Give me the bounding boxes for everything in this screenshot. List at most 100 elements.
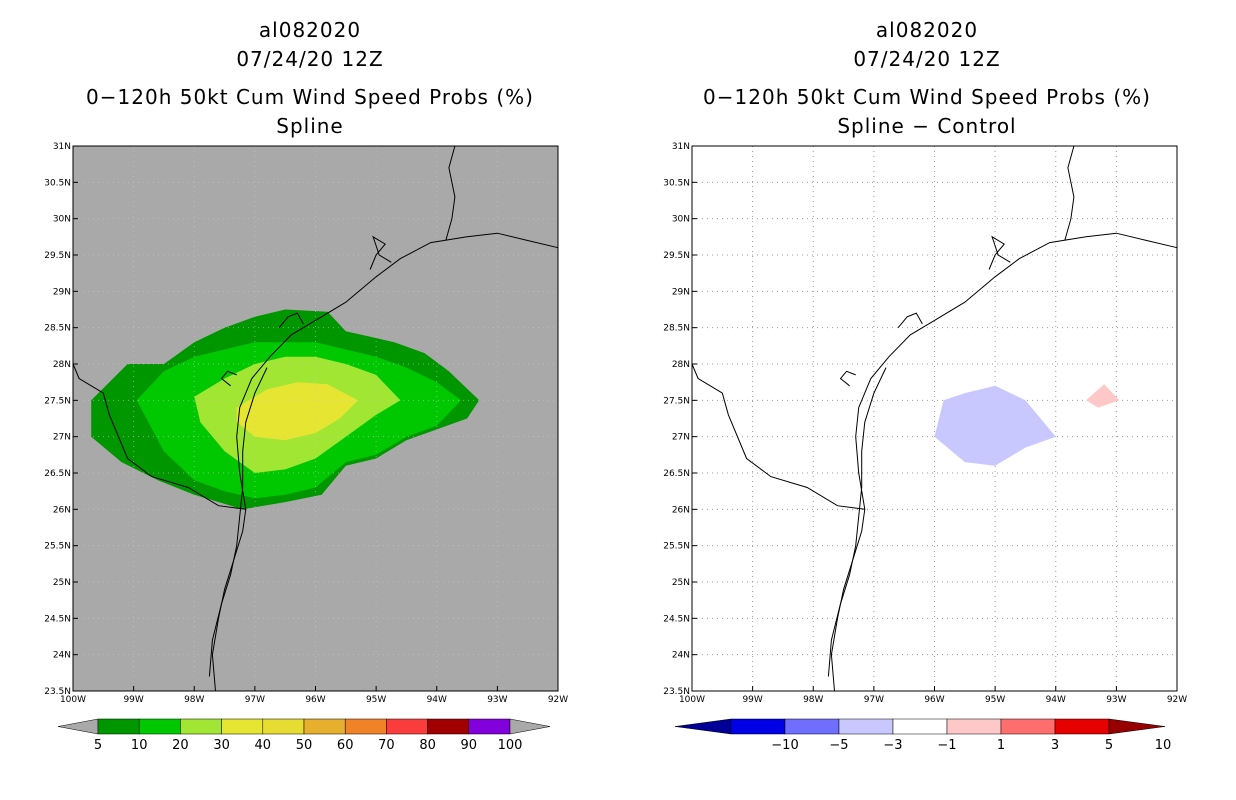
y-tick-label: 26.5N xyxy=(663,469,690,479)
x-tick-label: 100W xyxy=(679,695,705,705)
y-tick-label: 28N xyxy=(672,360,690,370)
colorbar-label: 1 xyxy=(997,738,1005,753)
x-tick-label: 100W xyxy=(60,695,86,705)
colorbar-cell xyxy=(427,718,470,735)
contour-neg3 xyxy=(934,385,1056,466)
y-tick-label: 27.5N xyxy=(44,396,71,406)
y-tick-label: 23.5N xyxy=(663,687,690,697)
right-map-chart: 100W 99W 98W 97W 96W 95W 94W 93W 92W 23.5N 24N 24.5… xyxy=(663,142,1187,753)
left-chart-title-block: al082020 07/24/20 12Z 0−120h 50kt Cum Wi… xyxy=(60,16,560,141)
coastline xyxy=(220,370,237,387)
colorbar-cell xyxy=(386,718,428,735)
colorbar-cell xyxy=(730,718,786,735)
colorbar-over-triangle xyxy=(509,718,551,735)
y-tick-label: 25N xyxy=(53,578,71,588)
y-tick-label: 31N xyxy=(53,142,71,152)
right-storm-id: al082020 xyxy=(875,18,979,42)
y-tick-label: 30N xyxy=(672,215,690,225)
colorbar-label: −10 xyxy=(771,738,798,753)
y-tick-label: 24.5N xyxy=(44,614,71,624)
coastline xyxy=(839,370,856,387)
colorbar-label: 70 xyxy=(378,738,395,753)
colorbar-cell xyxy=(838,718,894,735)
y-tick-label: 27N xyxy=(53,433,71,443)
y-tick-label: 23.5N xyxy=(44,687,71,697)
colorbar-cell xyxy=(97,718,140,735)
plot-background xyxy=(692,146,1177,691)
coastline xyxy=(369,235,392,270)
x-tick-label: 93W xyxy=(1106,695,1126,705)
y-tick-label: 29N xyxy=(672,287,690,297)
coastline xyxy=(72,363,246,510)
x-tick-label: 93W xyxy=(487,695,507,705)
colorbar-label: 20 xyxy=(172,738,189,753)
colorbar-over-triangle xyxy=(1108,718,1166,735)
colorbar-cell xyxy=(892,718,948,735)
contour-30 xyxy=(236,382,358,441)
left-map-chart: 100W 99W 98W 97W 96W 95W 94W 93W 92W 23.5N 24N 24.5… xyxy=(44,142,568,753)
y-tick-label: 24N xyxy=(672,651,690,661)
y-tick-label: 31N xyxy=(672,142,690,152)
colorbar-cell xyxy=(1054,718,1110,735)
colorbar-label: 5 xyxy=(94,738,102,753)
colorbar-cell xyxy=(221,718,264,735)
colorbar-label: −3 xyxy=(883,738,902,753)
y-tick-label: 27N xyxy=(672,433,690,443)
x-tick-label: 97W xyxy=(864,695,884,705)
y-tick-label: 26N xyxy=(672,505,690,515)
y-tick-label: 28N xyxy=(53,360,71,370)
colorbar-cell xyxy=(468,718,511,735)
colorbar-cell xyxy=(784,718,840,735)
left-datetime: 07/24/20 12Z xyxy=(236,47,384,71)
colorbar-label: 50 xyxy=(296,738,313,753)
colorbar-cell xyxy=(1000,718,1056,735)
colorbar-cell xyxy=(138,718,181,735)
right-chart-subtitle: Spline − Control xyxy=(837,114,1017,138)
colorbar-under-triangle xyxy=(674,718,732,735)
y-tick-label: 28.5N xyxy=(44,324,71,334)
y-tick-label: 26.5N xyxy=(44,469,71,479)
y-tick-label: 28.5N xyxy=(663,324,690,334)
left-chart-title: 0−120h 50kt Cum Wind Speed Probs (%) xyxy=(86,85,534,109)
coastline xyxy=(827,367,887,677)
y-tick-label: 25.5N xyxy=(663,542,690,552)
colorbar-label: 40 xyxy=(255,738,272,753)
y-tick-label: 29.5N xyxy=(44,251,71,261)
colorbar-label: 60 xyxy=(337,738,354,753)
y-tick-label: 29.5N xyxy=(663,251,690,261)
x-tick-label: 94W xyxy=(427,695,447,705)
x-tick-label: 92W xyxy=(1167,695,1187,705)
right-chart-title-block: al082020 07/24/20 12Z 0−120h 50kt Cum Wi… xyxy=(677,16,1177,141)
x-tick-label: 96W xyxy=(924,695,944,705)
colorbar-cell xyxy=(344,718,387,735)
y-tick-label: 24.5N xyxy=(663,614,690,624)
colorbar-label: 3 xyxy=(1051,738,1059,753)
colorbar-label: 100 xyxy=(498,738,523,753)
y-tick-label: 25N xyxy=(672,578,690,588)
colorbar-label: −5 xyxy=(829,738,848,753)
y-tick-label: 30.5N xyxy=(44,178,71,188)
coastline xyxy=(988,235,1011,270)
colorbar-cell xyxy=(180,718,222,735)
x-tick-label: 94W xyxy=(1046,695,1066,705)
colorbar-label: 10 xyxy=(131,738,148,753)
y-tick-label: 26N xyxy=(53,505,71,515)
x-tick-label: 92W xyxy=(548,695,568,705)
coastline xyxy=(445,145,456,241)
left-chart-subtitle: Spline xyxy=(276,114,344,138)
x-tick-label: 99W xyxy=(742,695,762,705)
y-tick-label: 24N xyxy=(53,651,71,661)
colorbar-label: −1 xyxy=(937,738,956,753)
x-tick-label: 99W xyxy=(123,695,143,705)
colorbar-label: 90 xyxy=(461,738,478,753)
right-datetime: 07/24/20 12Z xyxy=(853,47,1001,71)
y-tick-label: 29N xyxy=(53,287,71,297)
colorbar-cell xyxy=(303,718,346,735)
colorbar-label: 30 xyxy=(213,738,230,753)
coastline xyxy=(211,232,559,692)
colorbar-label: 5 xyxy=(1105,738,1113,753)
coastline xyxy=(1064,145,1075,241)
colorbar-cell xyxy=(262,718,305,735)
coastline xyxy=(691,363,865,510)
colorbar-under-triangle xyxy=(57,718,99,735)
